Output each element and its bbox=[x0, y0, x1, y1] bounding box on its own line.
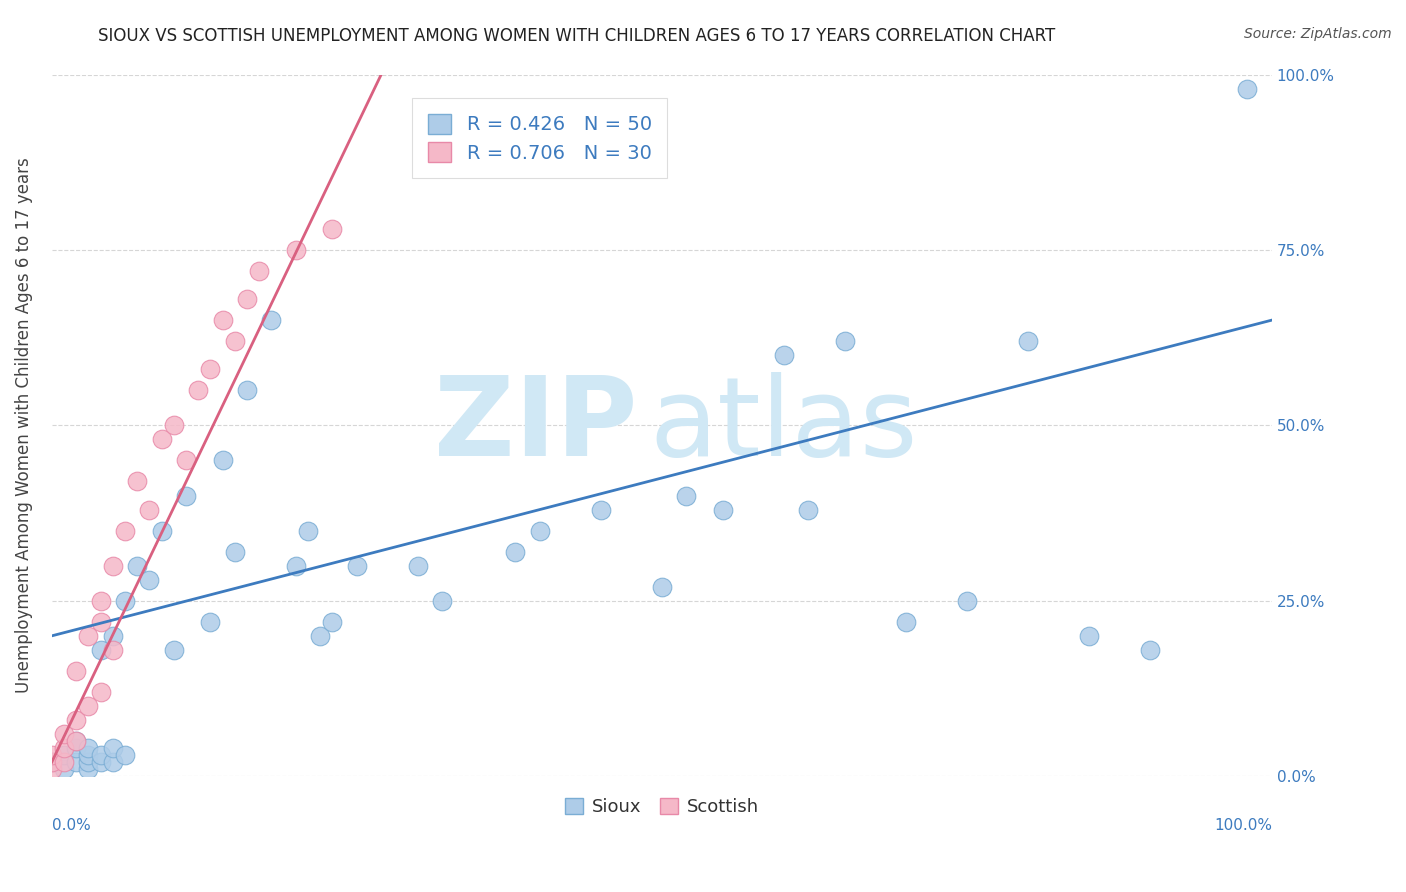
Point bbox=[138, 573, 160, 587]
Point bbox=[65, 734, 87, 748]
Point bbox=[224, 334, 246, 348]
Point bbox=[77, 748, 100, 763]
Point bbox=[321, 222, 343, 236]
Point bbox=[90, 755, 112, 769]
Point bbox=[101, 643, 124, 657]
Point bbox=[346, 558, 368, 573]
Point bbox=[114, 594, 136, 608]
Point bbox=[114, 524, 136, 538]
Point bbox=[41, 748, 63, 763]
Point bbox=[174, 453, 197, 467]
Point bbox=[236, 292, 259, 306]
Point bbox=[114, 748, 136, 763]
Point bbox=[284, 243, 307, 257]
Point bbox=[41, 762, 63, 776]
Point bbox=[127, 475, 149, 489]
Text: ZIP: ZIP bbox=[434, 372, 637, 479]
Point bbox=[284, 558, 307, 573]
Point bbox=[772, 348, 794, 362]
Point bbox=[101, 755, 124, 769]
Text: 0.0%: 0.0% bbox=[52, 818, 90, 833]
Point bbox=[505, 544, 527, 558]
Point bbox=[52, 727, 75, 741]
Point bbox=[77, 699, 100, 714]
Point bbox=[77, 741, 100, 756]
Point bbox=[77, 755, 100, 769]
Point bbox=[101, 558, 124, 573]
Point bbox=[1017, 334, 1039, 348]
Point bbox=[77, 762, 100, 776]
Point bbox=[711, 502, 734, 516]
Point bbox=[65, 734, 87, 748]
Point bbox=[52, 741, 75, 756]
Point bbox=[150, 433, 173, 447]
Point bbox=[260, 313, 283, 327]
Text: SIOUX VS SCOTTISH UNEMPLOYMENT AMONG WOMEN WITH CHILDREN AGES 6 TO 17 YEARS CORR: SIOUX VS SCOTTISH UNEMPLOYMENT AMONG WOM… bbox=[98, 27, 1056, 45]
Point bbox=[163, 643, 186, 657]
Y-axis label: Unemployment Among Women with Children Ages 6 to 17 years: Unemployment Among Women with Children A… bbox=[15, 158, 32, 693]
Point bbox=[1236, 81, 1258, 95]
Point bbox=[1139, 643, 1161, 657]
Point bbox=[309, 629, 332, 643]
Point bbox=[247, 264, 270, 278]
Text: 100.0%: 100.0% bbox=[1213, 818, 1272, 833]
Legend: Sioux, Scottish: Sioux, Scottish bbox=[558, 790, 766, 823]
Point bbox=[65, 755, 87, 769]
Point bbox=[101, 741, 124, 756]
Text: Source: ZipAtlas.com: Source: ZipAtlas.com bbox=[1244, 27, 1392, 41]
Point bbox=[41, 755, 63, 769]
Point bbox=[52, 755, 75, 769]
Point bbox=[675, 489, 697, 503]
Point bbox=[65, 713, 87, 727]
Point bbox=[77, 629, 100, 643]
Point bbox=[101, 629, 124, 643]
Point bbox=[65, 741, 87, 756]
Point bbox=[127, 558, 149, 573]
Point bbox=[138, 502, 160, 516]
Point bbox=[41, 755, 63, 769]
Point bbox=[65, 664, 87, 678]
Point bbox=[834, 334, 856, 348]
Point bbox=[211, 453, 233, 467]
Point bbox=[200, 362, 222, 376]
Point bbox=[187, 384, 209, 398]
Text: atlas: atlas bbox=[650, 372, 918, 479]
Point bbox=[150, 524, 173, 538]
Point bbox=[894, 615, 917, 629]
Point bbox=[406, 558, 429, 573]
Point bbox=[90, 615, 112, 629]
Point bbox=[174, 489, 197, 503]
Point bbox=[90, 594, 112, 608]
Point bbox=[236, 384, 259, 398]
Point bbox=[432, 594, 454, 608]
Point bbox=[297, 524, 319, 538]
Point bbox=[90, 643, 112, 657]
Point bbox=[1077, 629, 1099, 643]
Point bbox=[200, 615, 222, 629]
Point bbox=[90, 685, 112, 699]
Point bbox=[224, 544, 246, 558]
Point bbox=[90, 748, 112, 763]
Point bbox=[797, 502, 820, 516]
Point bbox=[589, 502, 612, 516]
Point bbox=[651, 580, 673, 594]
Point bbox=[52, 762, 75, 776]
Point bbox=[211, 313, 233, 327]
Point bbox=[52, 748, 75, 763]
Point bbox=[956, 594, 979, 608]
Point bbox=[529, 524, 551, 538]
Point bbox=[163, 418, 186, 433]
Point bbox=[321, 615, 343, 629]
